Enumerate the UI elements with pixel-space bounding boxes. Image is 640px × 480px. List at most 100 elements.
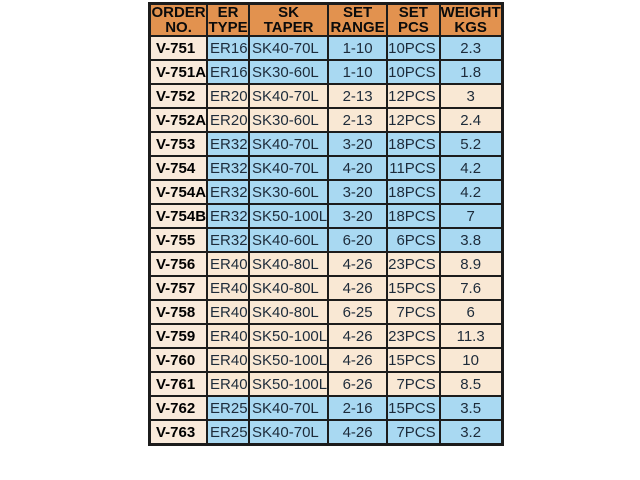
cell-er: ER16	[206, 59, 251, 85]
cell-pcs: 18PCS	[386, 179, 441, 205]
table-header-row: ORDER NO. ER TYPE SK TAPER SET RANGE SET PCS WEIGH…	[148, 2, 504, 37]
cell-pcs: 10PCS	[386, 35, 441, 61]
table-row: V-751 ER16 SK40-70L 1-10 10PCS 2.3	[148, 35, 504, 61]
column-header-order-line1: ORDER	[151, 4, 206, 21]
column-header-range-line2: RANGE	[330, 19, 385, 36]
cell-pcs: 18PCS	[386, 203, 441, 229]
column-header-range: SET RANGE	[327, 2, 389, 37]
table-row: V-753 ER32 SK40-70L 3-20 18PCS 5.2	[148, 131, 504, 157]
cell-taper: SK40-70L	[248, 35, 330, 61]
table-row: V-759 ER40 SK50-100L 4-26 23PCS 11.3	[148, 323, 504, 349]
cell-order: V-752	[148, 83, 209, 109]
cell-weight: 11.3	[438, 323, 504, 349]
cell-taper: SK30-60L	[248, 107, 330, 133]
table-row: V-761 ER40 SK50-100L 6-26 7PCS 8.5	[148, 371, 504, 397]
cell-range: 6-26	[327, 371, 389, 397]
cell-pcs: 15PCS	[386, 275, 441, 301]
cell-er: ER32	[206, 203, 251, 229]
cell-taper: SK40-60L	[248, 227, 330, 253]
cell-er: ER40	[206, 251, 251, 277]
column-header-er-line1: ER	[217, 4, 239, 21]
table-row: V-751A ER16 SK30-60L 1-10 10PCS 1.8	[148, 59, 504, 85]
cell-taper: SK50-100L	[248, 347, 330, 373]
cell-range: 6-25	[327, 299, 389, 325]
column-header-weight-line1: WEIGHT	[440, 4, 501, 21]
cell-range: 4-20	[327, 155, 389, 181]
cell-order: V-759	[148, 323, 209, 349]
cell-weight: 4.2	[438, 155, 504, 181]
cell-weight: 7.6	[438, 275, 504, 301]
cell-order: V-756	[148, 251, 209, 277]
cell-weight: 8.5	[438, 371, 504, 397]
column-header-weight-line2: KGS	[454, 19, 487, 36]
cell-weight: 3	[438, 83, 504, 109]
cell-er: ER25	[206, 419, 251, 446]
cell-er: ER16	[206, 35, 251, 61]
cell-weight: 1.8	[438, 59, 504, 85]
cell-er: ER20	[206, 107, 251, 133]
table-row: V-754A ER32 SK30-60L 3-20 18PCS 4.2	[148, 179, 504, 205]
cell-er: ER40	[206, 347, 251, 373]
cell-order: V-751	[148, 35, 209, 61]
cell-order: V-760	[148, 347, 209, 373]
cell-weight: 2.3	[438, 35, 504, 61]
column-header-pcs-line1: SET	[398, 4, 428, 21]
cell-pcs: 15PCS	[386, 347, 441, 373]
cell-range: 1-10	[327, 59, 389, 85]
cell-pcs: 15PCS	[386, 395, 441, 421]
table-row: V-757 ER40 SK40-80L 4-26 15PCS 7.6	[148, 275, 504, 301]
cell-er: ER32	[206, 131, 251, 157]
cell-er: ER40	[206, 275, 251, 301]
cell-range: 4-26	[327, 275, 389, 301]
column-header-pcs-line2: PCS	[397, 19, 429, 36]
cell-weight: 8.9	[438, 251, 504, 277]
cell-taper: SK30-60L	[248, 59, 330, 85]
cell-pcs: 7PCS	[386, 371, 441, 397]
cell-order: V-763	[148, 419, 209, 446]
cell-order: V-758	[148, 299, 209, 325]
cell-taper: SK40-80L	[248, 299, 330, 325]
cell-range: 3-20	[327, 179, 389, 205]
column-header-pcs: SET PCS	[386, 2, 441, 37]
cell-er: ER25	[206, 395, 251, 421]
table-header: ORDER NO. ER TYPE SK TAPER SET RANGE SET PCS WEIGH…	[148, 2, 504, 37]
cell-pcs: 23PCS	[386, 251, 441, 277]
column-header-taper: SK TAPER	[248, 2, 330, 37]
table-row: V-763 ER25 SK40-70L 4-26 7PCS 3.2	[148, 419, 504, 446]
cell-pcs: 23PCS	[386, 323, 441, 349]
column-header-er-line2: TYPE	[208, 19, 248, 36]
cell-taper: SK40-80L	[248, 251, 330, 277]
cell-taper: SK40-70L	[248, 419, 330, 446]
table-row: V-752 ER20 SK40-70L 2-13 12PCS 3	[148, 83, 504, 109]
cell-taper: SK40-70L	[248, 395, 330, 421]
cell-taper: SK40-70L	[248, 131, 330, 157]
cell-pcs: 12PCS	[386, 107, 441, 133]
column-header-order: ORDER NO.	[148, 2, 209, 37]
cell-range: 2-16	[327, 395, 389, 421]
cell-pcs: 6PCS	[386, 227, 441, 253]
cell-range: 2-13	[327, 107, 389, 133]
cell-weight: 3.8	[438, 227, 504, 253]
cell-order: V-753	[148, 131, 209, 157]
cell-taper: SK50-100L	[248, 203, 330, 229]
cell-order: V-761	[148, 371, 209, 397]
cell-range: 3-20	[327, 131, 389, 157]
cell-taper: SK40-70L	[248, 83, 330, 109]
cell-pcs: 18PCS	[386, 131, 441, 157]
er-collet-chuck-spec-table: ORDER NO. ER TYPE SK TAPER SET RANGE SET PCS WEIGH…	[148, 2, 504, 446]
column-header-taper-line1: SK	[278, 4, 299, 21]
cell-er: ER32	[206, 179, 251, 205]
cell-range: 6-20	[327, 227, 389, 253]
cell-order: V-754B	[148, 203, 209, 229]
cell-range: 4-26	[327, 251, 389, 277]
cell-weight: 3.5	[438, 395, 504, 421]
cell-order: V-757	[148, 275, 209, 301]
cell-taper: SK50-100L	[248, 371, 330, 397]
table-row: V-752A ER20 SK30-60L 2-13 12PCS 2.4	[148, 107, 504, 133]
table-row: V-755 ER32 SK40-60L 6-20 6PCS 3.8	[148, 227, 504, 253]
cell-order: V-754	[148, 155, 209, 181]
cell-er: ER32	[206, 227, 251, 253]
cell-taper: SK50-100L	[248, 323, 330, 349]
table-row: V-754 ER32 SK40-70L 4-20 11PCS 4.2	[148, 155, 504, 181]
